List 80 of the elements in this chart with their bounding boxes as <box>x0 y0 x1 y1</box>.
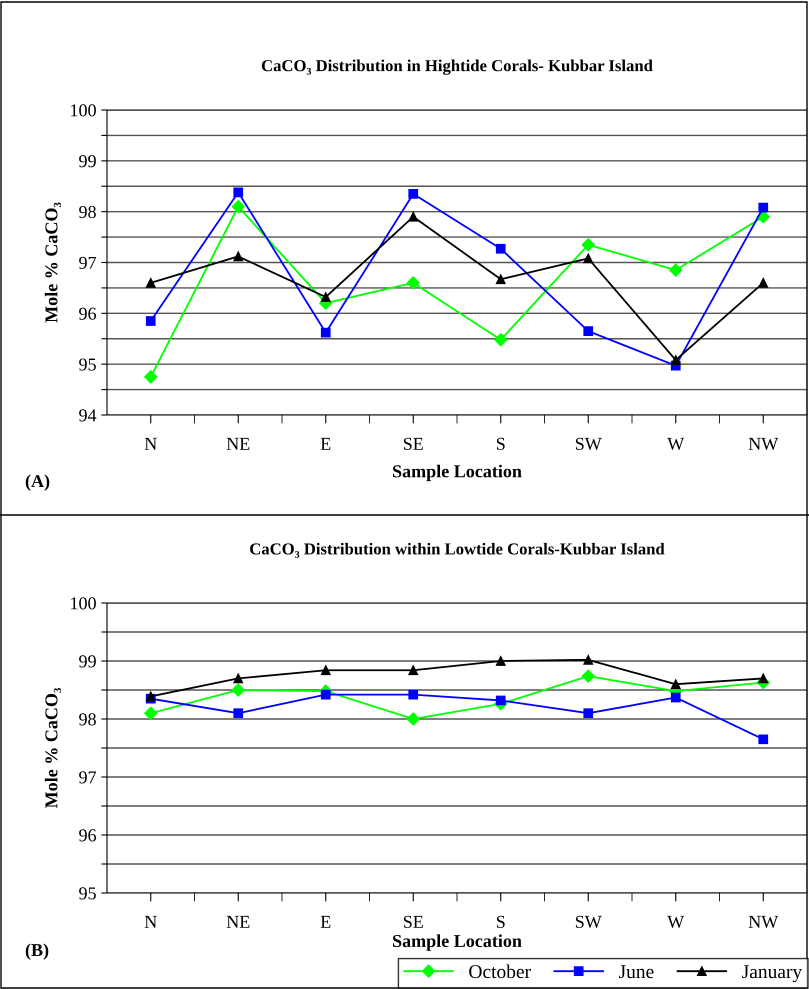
y-tick-label: 99 <box>79 655 96 668</box>
point <box>758 202 768 212</box>
point <box>670 355 681 365</box>
chart-title: CaCO₃ Distribution within Lowtide Corals-Kubbar Island <box>250 542 665 558</box>
chart-title: CaCO₃ Distribution in Hightide Corals- Kubbar Island <box>262 60 653 75</box>
point <box>233 187 244 198</box>
y-tick-label: 98 <box>79 713 96 726</box>
point <box>408 212 418 222</box>
point <box>582 669 595 683</box>
x-tick-label: SE <box>404 916 423 928</box>
point <box>408 665 418 676</box>
legend-label: June <box>618 965 654 978</box>
text: (B) <box>26 943 48 960</box>
point <box>320 690 331 700</box>
x-tick-label: N <box>144 916 157 928</box>
point <box>669 264 682 277</box>
y-tick-label: 95 <box>79 358 96 371</box>
point <box>232 683 245 697</box>
point <box>320 292 331 302</box>
x-tick-label: S <box>496 438 505 450</box>
y-tick-label: 95 <box>79 887 96 900</box>
legend-label: October <box>469 964 531 978</box>
point <box>582 238 595 252</box>
point <box>496 696 506 706</box>
point <box>232 200 245 214</box>
point <box>583 708 594 718</box>
point <box>146 692 156 702</box>
x-tick-label: W <box>667 916 684 928</box>
point <box>320 665 331 676</box>
x-tick-label: S <box>496 916 505 928</box>
y-tick-label: 97 <box>79 771 96 784</box>
y-axis-title: Mole % CaCO₃ <box>44 202 62 323</box>
point <box>583 654 594 665</box>
x-tick-label: SW <box>576 916 602 928</box>
point <box>496 656 506 666</box>
point <box>408 690 418 700</box>
point <box>146 278 156 288</box>
y-tick-label: 100 <box>71 597 96 610</box>
point <box>144 370 158 384</box>
x-tick-label: NW <box>748 438 778 450</box>
point <box>320 328 331 338</box>
point <box>146 316 156 326</box>
point <box>494 333 508 346</box>
point <box>583 326 594 336</box>
x-tick-label: E <box>320 438 330 450</box>
y-axis-title: Mole % CaCO₃ <box>44 688 62 808</box>
x-tick-label: W <box>667 438 684 450</box>
y-tick-label: 97 <box>79 256 96 269</box>
point <box>233 708 244 718</box>
y-tick-label: 96 <box>79 308 96 320</box>
x-tick-label: NW <box>748 916 778 928</box>
x-tick-label: E <box>320 916 330 928</box>
point <box>496 274 506 284</box>
x-axis-title: Sample Location <box>393 934 522 951</box>
x-tick-label: NE <box>226 916 250 928</box>
point <box>406 712 420 726</box>
point <box>233 674 244 684</box>
x-tick-label: SW <box>576 438 602 450</box>
point <box>144 706 158 720</box>
point <box>758 674 768 684</box>
y-tick-label: 100 <box>71 104 96 116</box>
point <box>670 692 681 702</box>
x-tick-label: N <box>144 438 157 450</box>
x-axis-title: Sample Location <box>393 464 522 482</box>
point <box>496 244 506 254</box>
point <box>406 276 420 290</box>
point <box>233 252 244 262</box>
point <box>583 254 594 264</box>
text: (A) <box>26 474 50 491</box>
point <box>758 734 768 744</box>
y-tick-label: 96 <box>79 829 96 842</box>
point <box>408 189 418 199</box>
y-tick-label: 94 <box>79 409 96 422</box>
legend-label: January <box>742 965 802 982</box>
x-tick-label: SE <box>404 438 423 450</box>
point <box>670 679 681 690</box>
point <box>758 278 768 288</box>
y-tick-label: 99 <box>79 155 96 168</box>
x-tick-label: NE <box>226 438 250 450</box>
y-tick-label: 98 <box>79 206 96 218</box>
